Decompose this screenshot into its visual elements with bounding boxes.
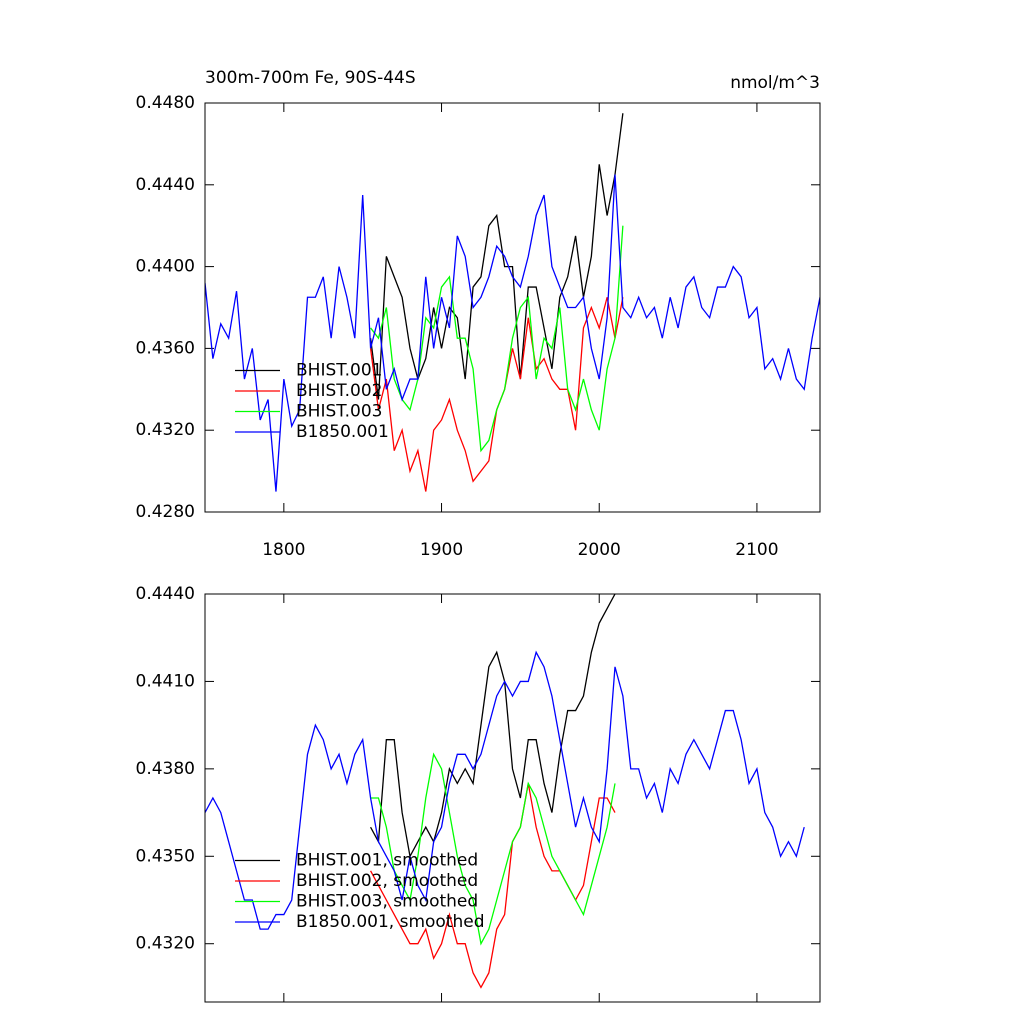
legend-label: BHIST.001, smoothed: [296, 851, 478, 871]
legend-label: BHIST.002: [296, 381, 382, 401]
units-label: nmol/m^3: [730, 73, 820, 93]
y-tick-label: 0.4440: [136, 175, 195, 195]
x-tick-label: 2000: [578, 540, 621, 560]
plot-area: [205, 594, 805, 989]
chart-title: 300m-700m Fe, 90S-44S: [205, 68, 416, 88]
series-line: [370, 225, 624, 453]
plot-area: [205, 113, 820, 492]
y-tick-label: 0.4360: [136, 338, 195, 358]
y-tick-label: 0.4400: [136, 257, 195, 277]
legend-label: BHIST.003: [296, 402, 382, 422]
y-tick-label: 0.4440: [136, 584, 195, 604]
y-tick-label: 0.4480: [136, 93, 195, 113]
y-tick-label: 0.4410: [136, 671, 195, 691]
y-tick-label: 0.4380: [136, 759, 195, 779]
series-line: [370, 594, 616, 859]
plot-frame: [204, 593, 821, 1003]
series-line: [370, 752, 616, 946]
legend-label: BHIST.001: [296, 361, 382, 381]
y-tick-label: 0.4280: [136, 502, 195, 522]
series-line: [205, 174, 820, 492]
plot-frame: [204, 102, 821, 513]
legend-label: BHIST.003, smoothed: [296, 892, 478, 912]
x-tick-label: 1900: [420, 540, 463, 560]
y-tick-label: 0.4350: [136, 846, 195, 866]
legend-label: B1850.001, smoothed: [296, 912, 485, 932]
x-tick-label: 1800: [262, 540, 305, 560]
legend-label: BHIST.002, smoothed: [296, 871, 478, 891]
y-tick-label: 0.4320: [136, 934, 195, 954]
y-tick-label: 0.4320: [136, 420, 195, 440]
legend-label: B1850.001: [296, 422, 389, 442]
series-line: [205, 650, 805, 930]
x-tick-label: 2100: [735, 540, 778, 560]
series-line: [369, 113, 624, 400]
